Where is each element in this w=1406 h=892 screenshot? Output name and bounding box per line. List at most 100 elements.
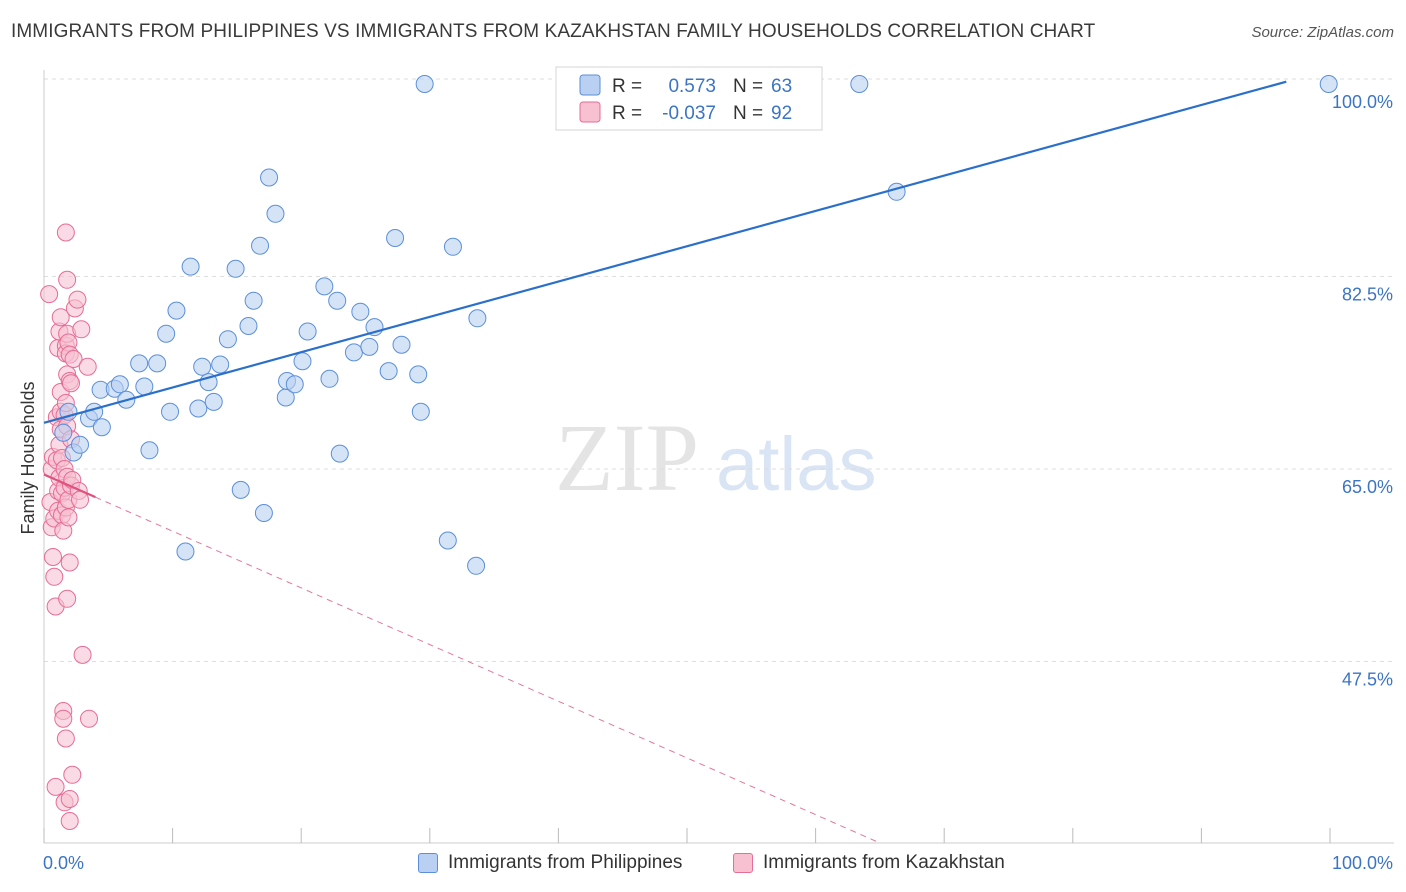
legend-r-label-1: R = — [612, 76, 642, 97]
philippines-point-13 — [140, 441, 159, 460]
philippines-point-11 — [130, 354, 149, 373]
philippines-point-41 — [328, 291, 347, 310]
philippines-point-29 — [244, 291, 263, 310]
philippines-point-55 — [467, 556, 486, 575]
philippines-point-57 — [850, 75, 869, 93]
philippines-point-20 — [189, 399, 208, 418]
philippines-point-26 — [226, 259, 245, 278]
y-tick-label-0: 100.0% — [1332, 92, 1393, 112]
philippines-point-38 — [298, 322, 317, 341]
philippines-point-25 — [218, 330, 237, 349]
kazakhstan-point-59 — [68, 290, 87, 309]
philippines-point-16 — [161, 402, 180, 421]
philippines-point-33 — [266, 204, 285, 223]
kazakhstan-point-0 — [40, 285, 59, 304]
kazakhstan-point-52 — [62, 374, 81, 393]
bottom-legend: Immigrants from Philippines Immigrants f… — [0, 848, 1406, 880]
kazakhstan-point-57 — [64, 350, 83, 368]
philippines-point-42 — [330, 444, 349, 463]
philippines-point-24 — [211, 355, 230, 374]
philippines-point-51 — [411, 402, 430, 421]
kazakhstan-point-37 — [56, 729, 75, 748]
kazakhstan-point-64 — [78, 357, 97, 376]
kazakhstan-point-56 — [63, 765, 82, 784]
kazakhstan-point-46 — [59, 508, 78, 527]
philippines-point-52 — [415, 75, 434, 93]
philippines-point-43 — [344, 343, 363, 362]
philippines-points — [54, 75, 1338, 575]
philippines-point-47 — [379, 362, 398, 381]
philippines-point-36 — [285, 375, 304, 394]
y-tick-label-3: 47.5% — [1342, 670, 1393, 690]
legend-label-philippines: Immigrants from Philippines — [448, 852, 683, 873]
kazakhstan-point-5 — [44, 548, 63, 566]
axes — [43, 70, 1394, 844]
philippines-point-54 — [443, 237, 462, 256]
x-tick-label-max: 100.0% — [1332, 853, 1393, 873]
philippines-point-19 — [181, 257, 200, 276]
philippines-point-28 — [239, 317, 258, 335]
philippines-point-31 — [254, 504, 273, 522]
kazakhstan-trend-dashed — [95, 496, 881, 844]
philippines-point-30 — [251, 236, 270, 255]
philippines-point-18 — [176, 542, 195, 561]
kazakhstan-point-63 — [73, 645, 92, 664]
legend-item-kazakhstan: Immigrants from Kazakhstan — [733, 852, 1005, 874]
philippines-point-59 — [1319, 75, 1338, 93]
philippines-point-3 — [71, 435, 90, 454]
kazakhstan-point-65 — [80, 709, 99, 728]
philippines-point-53 — [438, 531, 457, 550]
kazakhstan-point-62 — [72, 320, 91, 339]
kazakhstan-point-38 — [58, 270, 77, 289]
kazakhstan-point-49 — [60, 553, 79, 572]
philippines-point-0 — [54, 423, 73, 442]
philippines-point-27 — [231, 480, 250, 499]
kazakhstan-points — [40, 223, 99, 830]
source-credit: Source: ZipAtlas.com — [1251, 24, 1394, 41]
kazakhstan-point-50 — [60, 790, 79, 808]
philippines-point-14 — [148, 354, 167, 373]
watermark-atlas: atlas — [716, 422, 877, 507]
watermark-zip: ZIP — [555, 404, 699, 511]
philippines-point-21 — [193, 357, 212, 376]
philippines-point-56 — [468, 309, 487, 328]
kazakhstan-trend-solid — [43, 473, 96, 499]
legend-r-value-2: -0.037 — [662, 103, 716, 124]
legend-swatch-philippines-bottom — [418, 853, 438, 873]
philippines-point-23 — [204, 392, 223, 411]
legend-label-kazakhstan: Immigrants from Kazakhstan — [763, 852, 1005, 873]
philippines-trend-line — [43, 80, 1287, 424]
philippines-point-45 — [360, 337, 379, 356]
legend-swatch-kazakhstan-bottom — [733, 853, 753, 873]
philippines-point-9 — [110, 375, 129, 394]
philippines-point-40 — [320, 369, 339, 388]
x-tick-label-min: 0.0% — [43, 853, 84, 873]
legend-swatch-kazakhstan — [579, 101, 601, 123]
chart-title: IMMIGRANTS FROM PHILIPPINES VS IMMIGRANT… — [11, 21, 1096, 42]
kazakhstan-point-26 — [54, 709, 73, 728]
philippines-point-44 — [351, 302, 370, 321]
kazakhstan-point-9 — [46, 777, 65, 796]
legend-item-philippines: Immigrants from Philippines — [418, 852, 682, 874]
philippines-point-58 — [887, 182, 906, 201]
legend-r-label-2: R = — [612, 103, 642, 124]
philippines-point-6 — [92, 418, 111, 437]
y-tick-label-2: 65.0% — [1342, 477, 1393, 497]
legend-r-value-1: 0.573 — [668, 76, 716, 97]
philippines-point-39 — [315, 277, 334, 296]
y-tick-labels: 100.0% 82.5% 65.0% 47.5% — [1332, 92, 1393, 690]
philippines-point-32 — [260, 168, 279, 187]
legend-n-label-2: N = — [733, 103, 763, 124]
legend-swatch-philippines — [579, 74, 601, 96]
kazakhstan-point-7 — [45, 567, 64, 586]
philippines-point-15 — [157, 324, 176, 343]
y-tick-label-1: 82.5% — [1342, 285, 1393, 305]
y-axis-label: Family Households — [18, 381, 38, 534]
philippines-point-49 — [392, 335, 411, 354]
stats-legend: R = 0.573 N = 63 R = -0.037 N = 92 — [555, 66, 823, 131]
kazakhstan-point-18 — [51, 308, 70, 327]
legend-n-value-1: 63 — [771, 76, 792, 97]
philippines-point-50 — [409, 365, 428, 384]
philippines-point-17 — [167, 301, 186, 320]
